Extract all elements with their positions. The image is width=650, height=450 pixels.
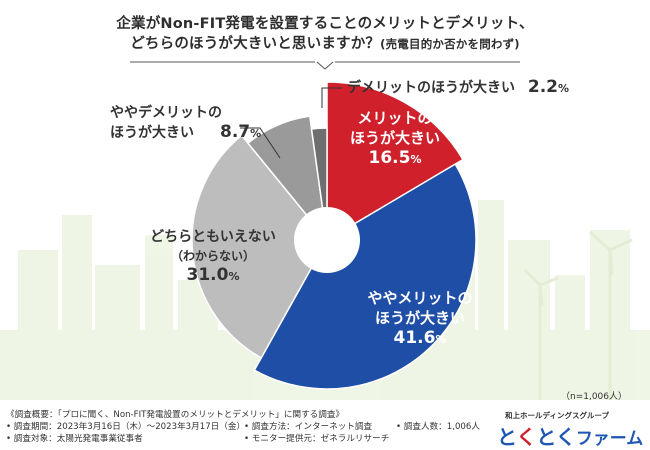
label-slight-demerit: ややデメリットの ほうが大きい 8.7% <box>110 104 261 143</box>
footer-method: • 調査方法：インターネット調査 <box>244 422 373 432</box>
label-neutral-pct: 31.0% <box>186 265 240 285</box>
label-demerit-pct: 2.2% <box>527 77 570 97</box>
label-merit-line1: メリットの <box>357 109 433 127</box>
label-neutral-line2: （わからない） <box>170 249 255 263</box>
logo-company-name: 和上ホールディングスグループ <box>505 411 610 420</box>
footer-period: • 調査期間：2023年3月16日（木）〜2023年3月17日（金） <box>6 422 246 432</box>
label-merit-line2: ほうが大きい <box>349 129 440 147</box>
title-line-1: 企業がNon-FIT発電を設置することのメリットとデメリット、 <box>116 16 534 32</box>
label-slight-merit-line2: ほうが大きい <box>374 309 465 327</box>
label-neutral: どちらともいえない （わからない） 31.0% <box>138 228 288 286</box>
donut-hole <box>294 207 360 273</box>
slice-slight-merit <box>253 163 477 390</box>
title-underline <box>130 61 520 70</box>
title-subnote: (売電目的か否かを問わず) <box>380 37 520 51</box>
label-slight-demerit-line2: ほうが大きい 8.7% <box>110 122 262 142</box>
title-line-2: どちらのほうが大きいと思いますか？(売電目的か否かを問わず) <box>0 34 650 54</box>
footer-provider: • モニター提供元：ゼネラルリサーチ <box>244 434 390 444</box>
label-slight-merit-pct: 41.6% <box>393 328 447 348</box>
title-question: どちらのほうが大きいと思いますか？ <box>130 36 381 52</box>
label-slight-demerit-pct: 8.7% <box>220 122 262 142</box>
label-slight-merit-line1: ややメリットの <box>367 289 473 307</box>
leader-line-slight-demerit <box>240 127 281 159</box>
slice-neutral <box>191 134 328 359</box>
slice-slight-demerit <box>246 115 329 243</box>
label-slight-merit: ややメリットの ほうが大きい 41.6% <box>355 288 485 350</box>
footer-count: • 調査人数：1,006人 <box>396 422 480 432</box>
logo-brand: とくとくファーム <box>497 425 644 449</box>
label-demerit: デメリットのほうが大きい 2.2% <box>347 78 569 98</box>
footer-target: • 調査対象：太陽光発電事業従事者 <box>6 434 143 444</box>
footer-overview: 《調査概要：「プロに聞く、Non-FIT発電設置のメリットとデメリット」に関する… <box>6 410 345 420</box>
label-slight-demerit-line1: ややデメリットの <box>110 105 222 121</box>
leader-line-demerit <box>321 87 342 108</box>
label-demerit-text: デメリットのほうが大きい <box>347 80 515 96</box>
label-merit: メリットの ほうが大きい 16.5% <box>340 108 450 170</box>
sample-size-note: （n=1,006人） <box>560 392 627 402</box>
label-neutral-line1: どちらともいえない <box>150 229 276 245</box>
label-merit-pct: 16.5% <box>368 148 422 168</box>
slice-merit <box>326 81 465 242</box>
chart-title: 企業がNon-FIT発電を設置することのメリットとデメリット、 どちらのほうが大… <box>0 14 650 54</box>
